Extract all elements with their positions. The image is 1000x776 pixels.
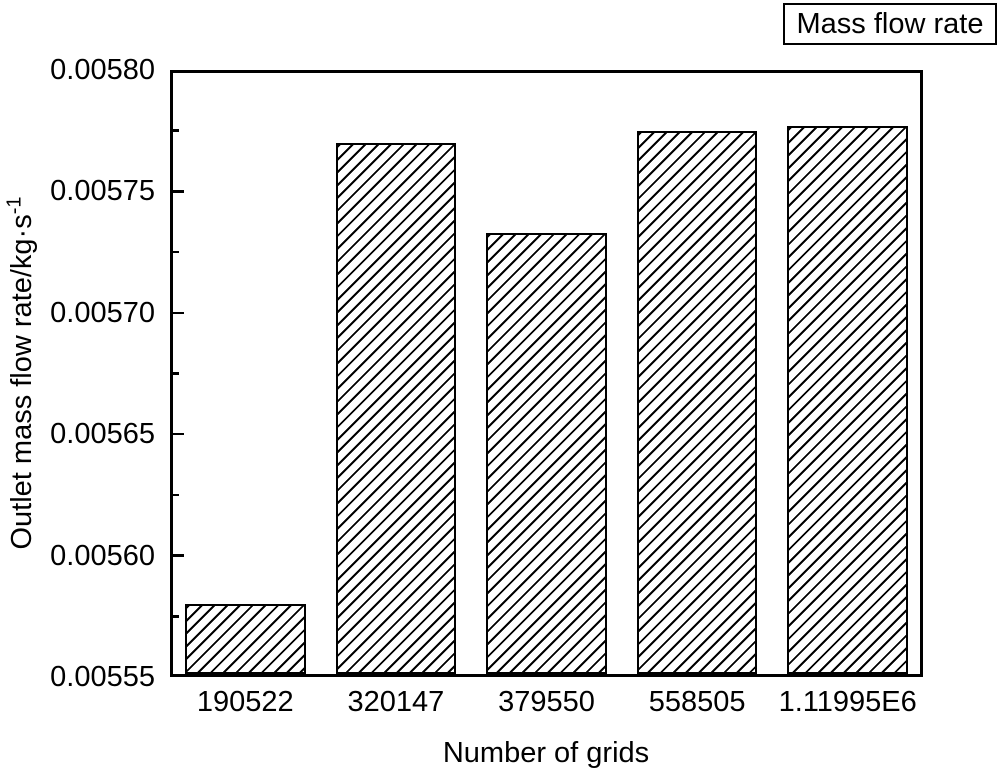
legend: Mass flow rate (783, 3, 997, 45)
y-axis-title-text: Outlet mass flow rate/kg·s (6, 214, 38, 550)
bar (486, 232, 607, 674)
legend-label: Mass flow rate (796, 8, 984, 40)
y-major-tick (173, 311, 184, 315)
y-major-tick (173, 554, 184, 557)
y-minor-tick (173, 615, 179, 618)
y-tick-label: 0.00560 (50, 539, 155, 572)
y-tick-label: 0.00555 (50, 661, 155, 693)
x-tick-label: 320147 (347, 686, 445, 718)
y-tick-label: 0.00570 (50, 296, 155, 329)
y-minor-tick (173, 129, 179, 132)
bar (335, 142, 457, 674)
bar (185, 604, 306, 674)
bar (636, 130, 758, 674)
y-tick-label: 0.00580 (50, 54, 155, 86)
x-tick-label: 190522 (196, 686, 294, 718)
y-major-tick (173, 432, 184, 436)
plot-area (170, 70, 923, 677)
y-tick-label: 0.00575 (50, 175, 155, 208)
y-minor-tick (173, 250, 179, 254)
bar (787, 125, 908, 674)
y-major-tick (173, 190, 184, 193)
y-minor-tick (173, 372, 179, 375)
y-tick-label: 0.00565 (50, 418, 155, 451)
x-tick-label: 379550 (498, 686, 595, 718)
y-axis-title-superscript: -1 (3, 196, 26, 215)
x-axis-title: Number of grids (442, 737, 650, 769)
y-minor-tick (173, 493, 179, 497)
x-tick-label: 558505 (648, 686, 746, 718)
x-tick-label: 1.11995E6 (778, 686, 917, 718)
